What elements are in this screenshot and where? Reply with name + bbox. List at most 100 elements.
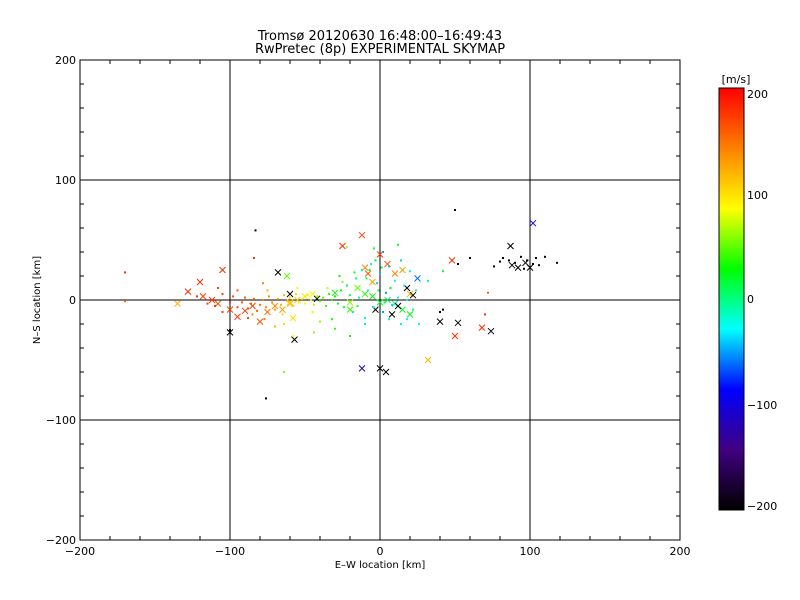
dot-marker [316, 295, 318, 298]
dot-marker [259, 303, 261, 306]
dot-marker [221, 311, 224, 313]
cross-marker [409, 291, 417, 299]
dot-marker [406, 299, 408, 301]
cross-marker [339, 242, 346, 250]
cross-marker [184, 288, 192, 295]
cross-marker [451, 332, 459, 340]
dot-marker [358, 296, 360, 299]
dot-marker [377, 289, 380, 292]
cross-marker [388, 311, 396, 318]
dot-marker [397, 243, 399, 246]
dot-marker [256, 309, 258, 312]
dot-marker [514, 261, 516, 264]
cross-stroke [376, 365, 384, 372]
cross-stroke [361, 290, 369, 298]
cross-stroke [274, 269, 282, 276]
dot-marker [319, 300, 321, 303]
dot-marker [353, 271, 356, 274]
dot-marker [373, 247, 375, 250]
colorbar-tick-label: −200 [747, 500, 777, 513]
dot-marker [266, 289, 269, 292]
cross-marker [376, 299, 384, 306]
cross-marker [331, 289, 339, 297]
cross-marker [226, 306, 234, 313]
cross-stroke [369, 278, 376, 286]
dot-marker [535, 257, 537, 259]
colorbar-tick-label: −100 [747, 399, 777, 412]
colorbar-tick-labels: 200 100 0 −100 −200 [747, 88, 777, 513]
cross-marker [399, 306, 406, 313]
dot-marker [526, 259, 528, 262]
cross-marker [196, 278, 204, 286]
dot-marker [364, 323, 366, 325]
cross-marker [219, 266, 226, 274]
dot-marker [367, 289, 369, 292]
dot-marker [391, 303, 393, 306]
cross-marker [369, 278, 376, 286]
cross-marker [376, 365, 384, 372]
dot-marker [532, 263, 534, 265]
cross-stroke [478, 324, 486, 331]
dot-marker [385, 291, 387, 294]
cross-stroke [174, 300, 181, 307]
cross-stroke [487, 327, 495, 335]
dot-marker [244, 296, 246, 299]
cross-stroke [199, 293, 207, 300]
cross-stroke [313, 295, 321, 303]
dot-marker [236, 289, 239, 292]
dot-marker [484, 313, 486, 316]
y-tick-labels: −200 −100 0 100 200 [46, 54, 76, 547]
cross-stroke [294, 296, 301, 304]
dot-marker [556, 261, 558, 264]
cross-stroke [372, 306, 379, 313]
dot-marker [370, 263, 372, 265]
cross-marker [274, 269, 282, 276]
dot-marker [310, 299, 312, 301]
dot-marker [338, 275, 341, 277]
dot-marker [383, 301, 386, 304]
cross-stroke [289, 314, 297, 322]
cross-stroke [219, 266, 226, 274]
y-tick-label: 200 [55, 54, 76, 67]
cross-marker [391, 270, 399, 277]
dot-marker [262, 299, 264, 301]
dot-marker [368, 269, 371, 271]
cross-marker [199, 293, 207, 300]
dot-marker [364, 317, 366, 319]
dot-marker [341, 281, 344, 283]
dot-marker [340, 289, 342, 292]
dot-marker [454, 209, 456, 211]
dot-marker [328, 293, 330, 295]
cross-stroke [526, 264, 534, 271]
cross-stroke [286, 290, 294, 298]
cross-marker [264, 308, 271, 316]
cross-stroke [529, 219, 537, 227]
cross-marker [361, 290, 369, 298]
cross-marker [346, 299, 354, 306]
dot-marker [253, 297, 255, 300]
cross-marker [487, 327, 495, 335]
dot-marker [508, 259, 510, 262]
cross-marker [526, 264, 534, 271]
cross-stroke [291, 336, 298, 343]
cross-stroke [384, 260, 391, 268]
cross-marker [399, 266, 406, 274]
y-axis-label: N–S location [km] [32, 256, 43, 344]
cross-marker [283, 272, 291, 280]
x-tick-label: 200 [670, 545, 691, 558]
cross-marker [286, 290, 294, 298]
cross-stroke [507, 242, 514, 250]
dot-marker [397, 296, 399, 299]
cross-stroke [436, 318, 444, 325]
cross-marker [234, 313, 241, 321]
dot-marker [283, 294, 285, 297]
dot-marker [124, 300, 126, 303]
cross-marker [174, 300, 181, 307]
dot-marker [268, 295, 270, 298]
dot-marker [254, 229, 257, 232]
grid-lines [80, 60, 680, 540]
cross-marker [507, 242, 514, 250]
cross-marker [271, 302, 279, 310]
dot-marker [400, 259, 402, 262]
cross-stroke [331, 289, 339, 297]
